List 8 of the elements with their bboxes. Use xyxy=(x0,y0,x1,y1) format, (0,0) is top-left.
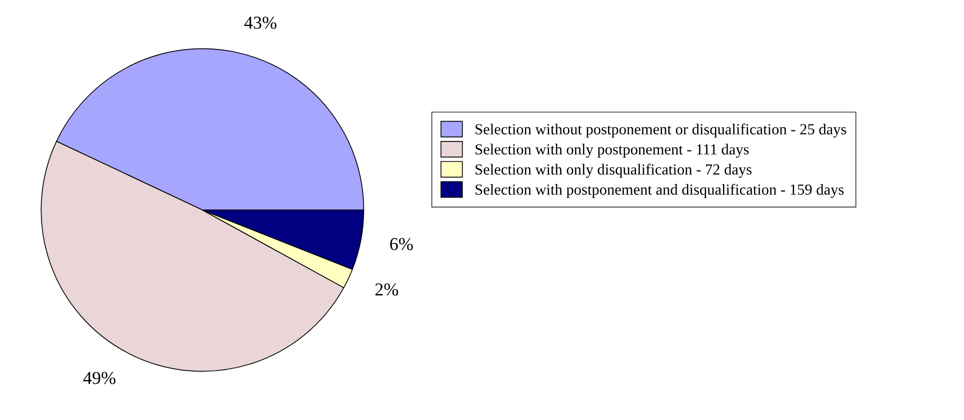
data-label: 49% xyxy=(83,372,116,384)
legend-label: Selection with postponement and disqualification - 159 days xyxy=(476,184,844,198)
legend-label: Selection with only disqualification - 72 days xyxy=(476,164,752,178)
data-label: 43% xyxy=(244,16,276,29)
data-label: 2% xyxy=(375,283,398,296)
legend-label: Selection without postponement or disqualification - 25 days xyxy=(476,124,846,138)
data-label: 6% xyxy=(390,238,413,250)
legend-label: Selection with only postponement - 111 days xyxy=(476,144,749,158)
